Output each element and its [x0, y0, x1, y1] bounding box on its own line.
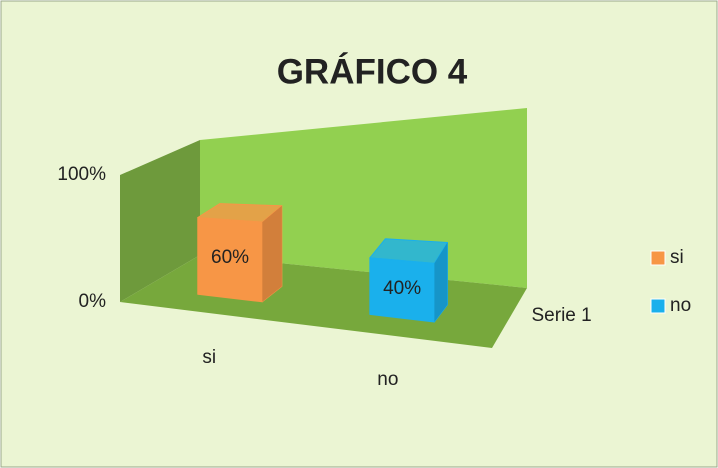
- chart-title: GRÁFICO 4: [277, 51, 468, 91]
- legend-label: si: [670, 247, 684, 268]
- depth-axis-label: Serie 1: [532, 305, 592, 326]
- x-tick-label: no: [377, 369, 398, 390]
- bar-side: [433, 242, 448, 323]
- bar-side-shade: [262, 205, 282, 302]
- bar: [197, 203, 283, 303]
- legend-swatch: [650, 298, 666, 314]
- left-wall: [120, 140, 200, 302]
- y-tick-label: 0%: [79, 291, 107, 312]
- legend-label: no: [670, 295, 691, 316]
- bar: [369, 238, 448, 323]
- bar-side: [261, 205, 283, 303]
- bar-side-shade: [434, 242, 448, 323]
- value-label: 60%: [211, 247, 249, 268]
- value-label: 40%: [383, 278, 421, 299]
- x-tick-label: si: [202, 347, 216, 368]
- y-tick-label: 100%: [57, 164, 106, 185]
- legend-swatch: [650, 250, 666, 266]
